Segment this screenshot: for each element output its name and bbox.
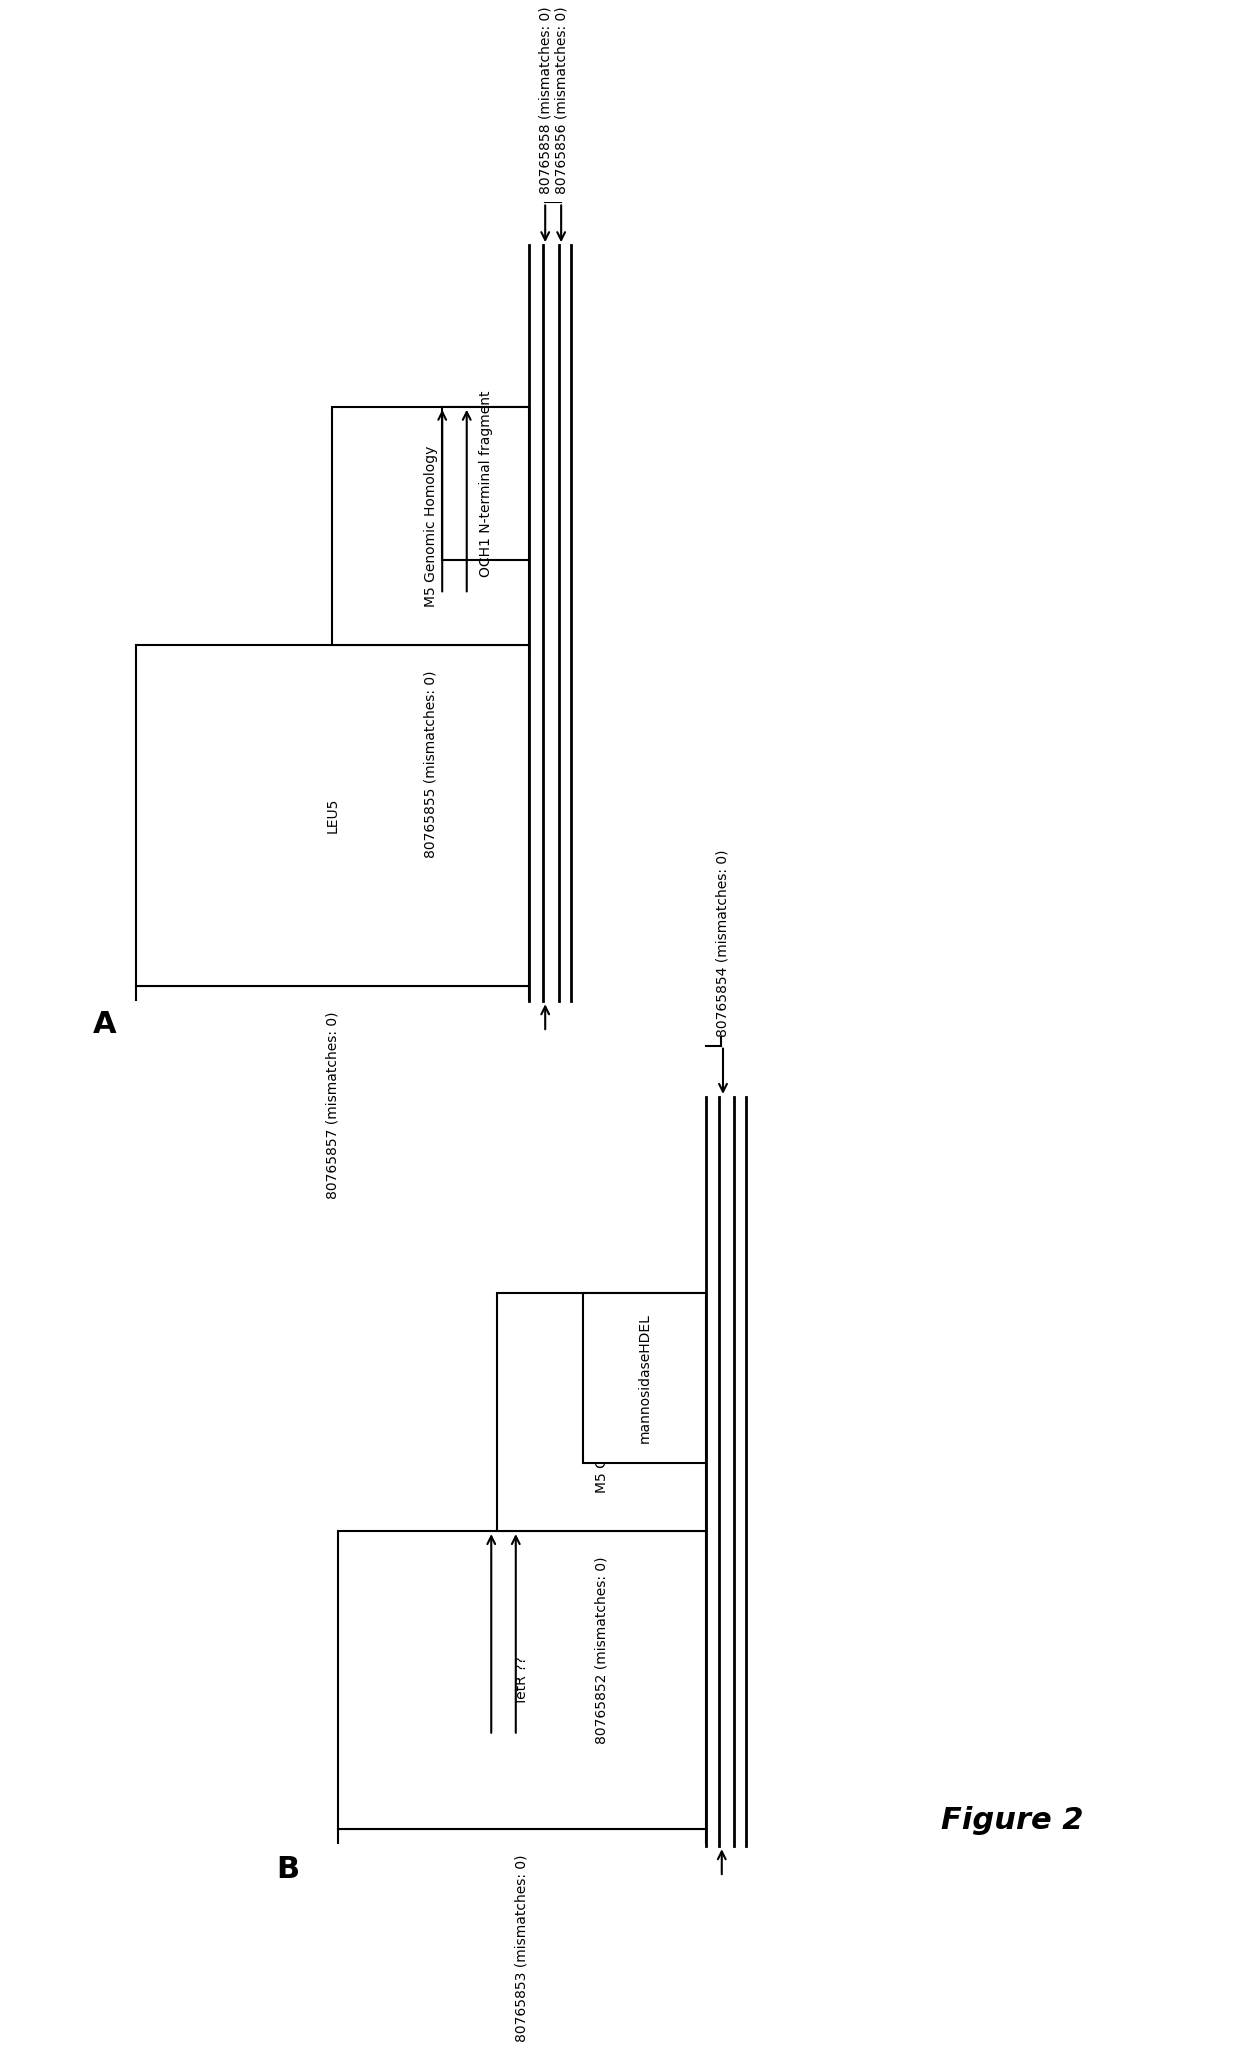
Text: M5 Genomic Homology: M5 Genomic Homology [424,446,438,608]
Bar [332,406,529,645]
Text: OCH1 N-terminal fragment: OCH1 N-terminal fragment [479,390,492,577]
Bar [583,1293,706,1464]
Text: mannosidaseHDEL: mannosidaseHDEL [637,1314,651,1443]
Bar [443,406,529,560]
Bar [135,645,529,985]
Bar [497,1293,706,1532]
Text: Figure 2: Figure 2 [941,1807,1084,1835]
Text: 80765854 (mismatches: 0): 80765854 (mismatches: 0) [715,850,730,1037]
Text: TetR ??: TetR ?? [515,1657,529,1704]
Text: B: B [277,1854,300,1885]
Text: 80765853 (mismatches: 0): 80765853 (mismatches: 0) [515,1854,529,2043]
Text: 80765852 (mismatches: 0): 80765852 (mismatches: 0) [595,1556,609,1745]
Text: LEU5: LEU5 [325,799,340,834]
Text: A: A [93,1010,117,1039]
Text: 80765858 (mismatches: 0): 80765858 (mismatches: 0) [538,6,552,193]
Bar [339,1532,706,1829]
Text: 80765855 (mismatches: 0): 80765855 (mismatches: 0) [424,671,438,858]
Text: 80765856 (mismatches: 0): 80765856 (mismatches: 0) [554,6,568,193]
Text: 80765857 (mismatches: 0): 80765857 (mismatches: 0) [325,1012,340,1199]
Text: M5 Genomic Homology: M5 Genomic Homology [595,1330,609,1493]
